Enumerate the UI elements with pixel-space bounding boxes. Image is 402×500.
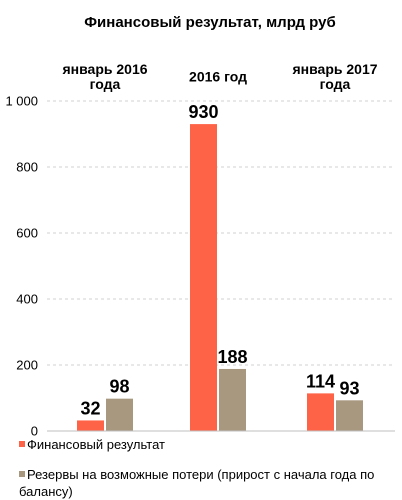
category-label-line: январь 2016	[62, 61, 147, 77]
data-label: 93	[339, 378, 359, 398]
category-label: январь 2016 года	[62, 61, 147, 92]
bar-series-1	[307, 393, 334, 431]
category-label-line: года	[320, 76, 351, 92]
data-label: 114	[306, 371, 335, 391]
legend: Финансовый результат Резервы на возможные…	[19, 437, 374, 499]
data-labels: 32 930 114 98 188 93	[80, 102, 359, 418]
bar-series-2	[219, 368, 246, 431]
legend-label: Резервы на возможные потери (прирост с н…	[19, 467, 374, 499]
legend-swatch-series-1	[19, 441, 25, 447]
bars	[77, 124, 363, 431]
y-axis-ticks: 0 200 400 600 800 1 000	[5, 94, 38, 439]
category-label-line: 2016 год	[189, 69, 247, 85]
category-label-line: январь 2017	[292, 61, 377, 77]
chart-title: Финансовый результат, млрд руб	[84, 14, 336, 31]
bar-series-1	[190, 124, 217, 431]
legend-label: Финансовый результат	[27, 437, 165, 452]
y-tick-label: 0	[31, 424, 38, 439]
bar-series-2	[336, 400, 363, 431]
legend-swatch-series-2	[19, 471, 25, 477]
y-tick-label: 1 000	[5, 94, 38, 109]
data-label: 98	[109, 377, 129, 397]
category-labels: январь 2016 года 2016 год январь 2017 года	[62, 61, 377, 92]
category-label: январь 2017 года	[292, 61, 377, 92]
data-label: 188	[217, 347, 247, 367]
bar-series-2	[106, 398, 133, 431]
y-tick-label: 400	[16, 292, 38, 307]
legend-label-line: Резервы на возможные потери (прирост с н…	[27, 467, 374, 482]
data-label: 32	[80, 398, 100, 418]
legend-label-line: Финансовый результат	[27, 437, 165, 452]
gridlines	[47, 100, 395, 366]
legend-label-line: балансу)	[19, 484, 73, 499]
y-tick-label: 200	[16, 358, 38, 373]
category-label-line: года	[90, 76, 121, 92]
category-label: 2016 год	[189, 69, 247, 85]
bar-series-1	[77, 420, 104, 431]
data-label: 930	[188, 102, 218, 122]
y-tick-label: 800	[16, 160, 38, 175]
y-tick-label: 600	[16, 226, 38, 241]
